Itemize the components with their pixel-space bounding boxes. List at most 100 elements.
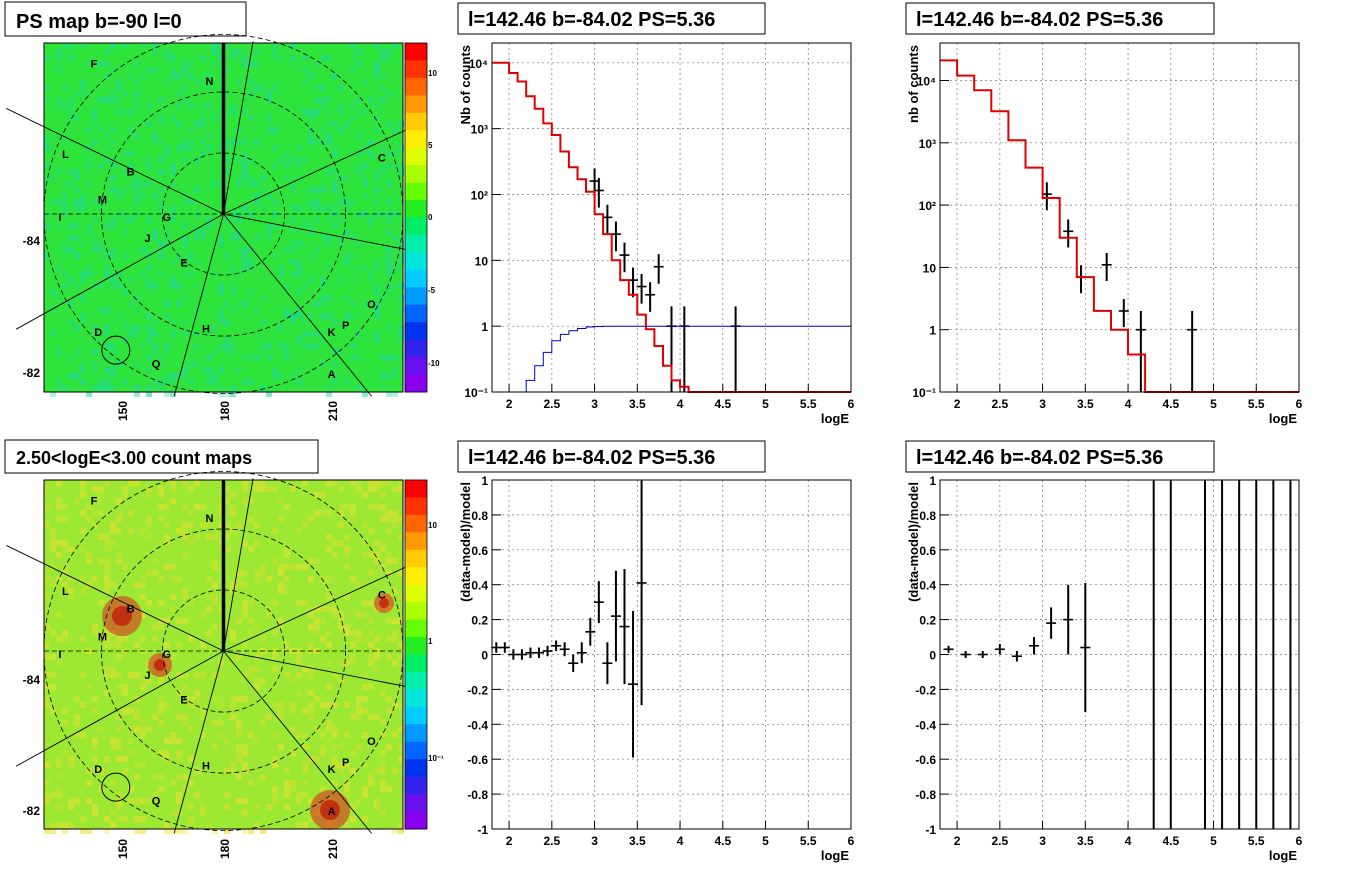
map-pixel xyxy=(200,522,206,528)
map-pixel xyxy=(158,187,164,193)
map-pixel xyxy=(224,139,230,145)
map-pixel xyxy=(356,241,362,247)
map-pixel xyxy=(158,786,164,792)
map-pixel xyxy=(134,774,140,780)
map-pixel xyxy=(86,780,92,786)
map-pixel xyxy=(398,570,404,576)
map-pixel xyxy=(92,624,98,630)
map-pixel xyxy=(254,666,260,672)
map-pixel xyxy=(218,385,224,391)
map-pixel xyxy=(80,313,86,319)
map-pixel xyxy=(146,600,152,606)
map-meridian-line xyxy=(223,127,412,215)
map-pixel xyxy=(146,367,152,373)
map-pixel xyxy=(182,588,188,594)
map-pixel xyxy=(230,630,236,636)
map-pixel xyxy=(386,391,392,397)
map-pixel xyxy=(386,181,392,187)
y-tick-label: 10⁻¹ xyxy=(912,386,936,400)
map-pixel xyxy=(356,636,362,642)
map-pixel xyxy=(344,205,350,211)
map-pixel xyxy=(164,702,170,708)
map-pixel xyxy=(134,816,140,822)
map-pixel xyxy=(98,498,104,504)
map-pixel xyxy=(368,570,374,576)
map-pixel xyxy=(254,49,260,55)
map-pixel xyxy=(284,768,290,774)
map-pixel xyxy=(344,660,350,666)
map-pixel xyxy=(254,193,260,199)
map-pixel xyxy=(218,235,224,241)
data-point xyxy=(593,177,604,208)
map-pixel xyxy=(356,744,362,750)
map-pixel xyxy=(248,498,254,504)
map-pixel xyxy=(254,522,260,528)
map-pixel xyxy=(92,247,98,253)
map-pixel xyxy=(68,355,74,361)
map-pixel xyxy=(44,85,50,91)
map-source-label: C xyxy=(378,153,386,165)
map-pixel xyxy=(236,750,242,756)
map-pixel xyxy=(116,684,122,690)
map-pixel xyxy=(338,349,344,355)
map-pixel xyxy=(176,792,182,798)
map-pixel xyxy=(170,498,176,504)
map-pixel xyxy=(110,127,116,133)
map-pixel xyxy=(302,768,308,774)
map-pixel xyxy=(278,498,284,504)
map-pixel xyxy=(122,756,128,762)
map-pixel xyxy=(290,181,296,187)
map-pixel xyxy=(104,576,110,582)
map-pixel xyxy=(170,480,176,486)
map-pixel xyxy=(224,301,230,307)
map-pixel xyxy=(80,271,86,277)
map-pixel xyxy=(356,714,362,720)
map-pixel xyxy=(386,151,392,157)
map-pixel xyxy=(362,672,368,678)
map-pixel xyxy=(296,259,302,265)
map-pixel xyxy=(146,534,152,540)
map-pixel xyxy=(110,217,116,223)
map-pixel xyxy=(110,522,116,528)
map-pixel xyxy=(164,349,170,355)
map-meridian-line xyxy=(223,41,254,215)
palette-color-step xyxy=(405,217,427,236)
map-pixel xyxy=(104,157,110,163)
map-pixel xyxy=(122,169,128,175)
map-pixel xyxy=(128,750,134,756)
map-pixel xyxy=(122,816,128,822)
map-pixel xyxy=(128,277,134,283)
map-pixel xyxy=(344,780,350,786)
map-pixel xyxy=(92,738,98,744)
map-pixel xyxy=(338,85,344,91)
map-pixel xyxy=(278,325,284,331)
map-pixel xyxy=(296,528,302,534)
data-point xyxy=(943,645,954,653)
map-pixel xyxy=(140,528,146,534)
map-pixel xyxy=(164,313,170,319)
map-pixel xyxy=(50,582,56,588)
x-tick-label: 4 xyxy=(677,834,684,848)
map-pixel xyxy=(344,504,350,510)
map-pixel xyxy=(74,187,80,193)
map-pixel xyxy=(320,85,326,91)
map-pixel xyxy=(284,588,290,594)
map-pixel xyxy=(140,816,146,822)
map-pixel xyxy=(374,199,380,205)
map-pixel xyxy=(62,241,68,247)
map-pixel xyxy=(326,169,332,175)
map-pixel xyxy=(308,642,314,648)
map-pixel xyxy=(254,61,260,67)
map-pixel xyxy=(116,714,122,720)
model-step-line xyxy=(517,325,851,393)
x-tick-label: 3 xyxy=(591,397,598,411)
map-pixel xyxy=(212,696,218,702)
map-pixel xyxy=(158,774,164,780)
map-pixel xyxy=(242,169,248,175)
map-pixel xyxy=(200,642,206,648)
map-pixel xyxy=(386,355,392,361)
map-pixel xyxy=(296,175,302,181)
x-tick-label: 5.5 xyxy=(800,834,817,848)
map-pixel xyxy=(368,774,374,780)
map-pixel xyxy=(374,654,380,660)
